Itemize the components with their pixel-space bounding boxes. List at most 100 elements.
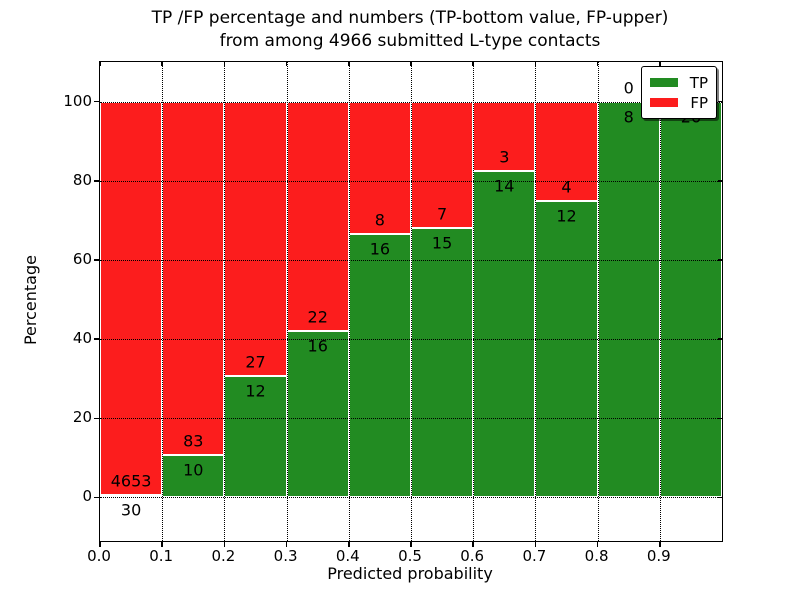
x-axis-label: Predicted probability	[327, 564, 493, 583]
x-tick-label-0.9: 0.9	[646, 547, 671, 565]
bar-segment-fp-3	[286, 101, 349, 331]
tp-count-label-1: 10	[183, 460, 204, 480]
xtick-mark-top-0.2	[223, 62, 226, 66]
bar-segment-tp-8	[597, 101, 660, 498]
xtick-mark-top-0.4	[348, 62, 350, 66]
bar-segment-fp-1	[162, 101, 225, 455]
ytick-mark-100	[94, 100, 100, 103]
ytick-mark-right-40	[718, 338, 722, 340]
bar-segment-fp-0	[100, 101, 163, 495]
ytick-mark-right-0	[718, 496, 722, 499]
fp-count-label-5: 7	[437, 204, 448, 224]
gridline-x-0.4	[348, 62, 350, 541]
bar-segment-tp-0	[100, 494, 163, 498]
ytick-mark-60	[94, 259, 100, 261]
xtick-mark-top-0.5	[410, 62, 412, 66]
legend-swatch-tp	[650, 78, 678, 87]
bar-segment-tp-5	[411, 227, 474, 498]
fp-count-label-0: 4653	[110, 471, 152, 491]
xtick-mark-0.6	[472, 541, 474, 547]
x-tick-label-0.6: 0.6	[460, 547, 485, 565]
gridline-x-0.8	[597, 62, 599, 541]
ytick-mark-20	[94, 417, 100, 420]
chart-title-line2: from among 4966 submitted L-type contact…	[219, 31, 601, 51]
ytick-mark-40	[94, 338, 100, 340]
y-tick-label-40: 40	[72, 329, 92, 348]
fp-count-label-2: 27	[245, 352, 266, 372]
chart-title: TP /FP percentage and numbers (TP-bottom…	[99, 7, 721, 53]
ytick-mark-right-60	[718, 259, 722, 261]
bar-segment-tp-7	[535, 200, 598, 498]
legend: TP FP	[641, 66, 717, 119]
tp-count-label-2: 12	[245, 381, 266, 401]
tp-count-label-7: 12	[556, 206, 577, 226]
xtick-mark-0.4	[348, 541, 350, 547]
bar-segment-tp-3	[286, 330, 349, 498]
ytick-mark-0	[94, 496, 100, 499]
xtick-mark-0.1	[161, 541, 163, 547]
bar-segment-tp-6	[473, 171, 536, 498]
tp-count-label-8: 8	[623, 107, 634, 127]
xtick-mark-top-0.3	[285, 62, 288, 66]
xtick-mark-top-0.1	[161, 62, 163, 66]
xtick-mark-0.7	[534, 541, 537, 547]
legend-label-tp: TP	[689, 73, 708, 92]
tp-count-label-5: 15	[431, 233, 453, 253]
bar-segment-tp-9	[659, 101, 722, 498]
xtick-mark-0.5	[410, 541, 412, 547]
tp-count-label-4: 16	[369, 239, 391, 259]
ytick-mark-80	[94, 180, 100, 182]
gridline-x-0.9	[659, 62, 661, 541]
y-axis-label: Percentage	[21, 255, 40, 346]
y-tick-label-80: 80	[72, 170, 92, 189]
bar-segment-fp-5	[411, 101, 474, 228]
legend-entry-tp: TP	[642, 75, 716, 91]
ytick-mark-right-80	[718, 180, 722, 182]
x-tick-label-0.8: 0.8	[584, 547, 609, 565]
bar-segment-fp-7	[535, 101, 598, 201]
bar-segment-fp-2	[224, 101, 287, 376]
fp-count-label-8: 0	[623, 78, 634, 98]
y-tick-label-20: 20	[72, 408, 92, 427]
tp-count-label-0: 30	[120, 500, 142, 520]
x-tick-label-0.4: 0.4	[335, 547, 360, 565]
y-tick-label-0: 0	[82, 487, 92, 506]
xtick-mark-top-0.9	[659, 62, 661, 66]
gridline-x-0.3	[286, 62, 288, 541]
ytick-mark-right-100	[718, 100, 722, 103]
xtick-mark-0.9	[659, 541, 661, 547]
gridline-x-0.5	[411, 62, 412, 541]
fp-count-label-6: 3	[499, 147, 510, 167]
xtick-mark-0.2	[223, 541, 226, 547]
bar-segment-tp-4	[348, 233, 411, 498]
x-tick-label-0.1: 0.1	[149, 547, 174, 565]
xtick-mark-0	[99, 541, 101, 547]
xtick-mark-0.3	[285, 541, 288, 547]
fp-count-label-3: 22	[307, 307, 328, 327]
x-tick-label-0.3: 0.3	[273, 547, 298, 565]
x-tick-label-0.0: 0.0	[87, 547, 111, 565]
xtick-mark-top-0.8	[596, 62, 599, 66]
xtick-mark-top-0.7	[534, 62, 537, 66]
ytick-mark-right-20	[718, 417, 722, 420]
y-tick-label-60: 60	[72, 249, 92, 268]
x-tick-label-0.2: 0.2	[211, 547, 236, 565]
gridline-x-0.6	[473, 62, 475, 541]
tp-count-label-3: 16	[307, 336, 328, 356]
plot-area: 46533083102712221681671531441208026	[94, 61, 723, 547]
bar-segment-tp-1	[162, 454, 225, 498]
xtick-mark-top-0.6	[472, 62, 474, 66]
legend-entry-fp: FP	[642, 95, 716, 111]
x-tick-label-0.5: 0.5	[398, 547, 422, 565]
gridline-x-0.2	[224, 62, 226, 541]
legend-swatch-fp	[650, 98, 678, 107]
fp-count-label-7: 4	[561, 177, 572, 197]
gridline-x-0.1	[162, 62, 164, 541]
y-tick-label-100: 100	[63, 91, 92, 110]
chart-title-line1: TP /FP percentage and numbers (TP-bottom…	[151, 8, 669, 28]
x-tick-label-0.7: 0.7	[522, 547, 547, 565]
xtick-mark-0.8	[596, 541, 599, 547]
tp-count-label-6: 14	[494, 176, 515, 196]
fp-count-label-4: 8	[374, 210, 385, 230]
